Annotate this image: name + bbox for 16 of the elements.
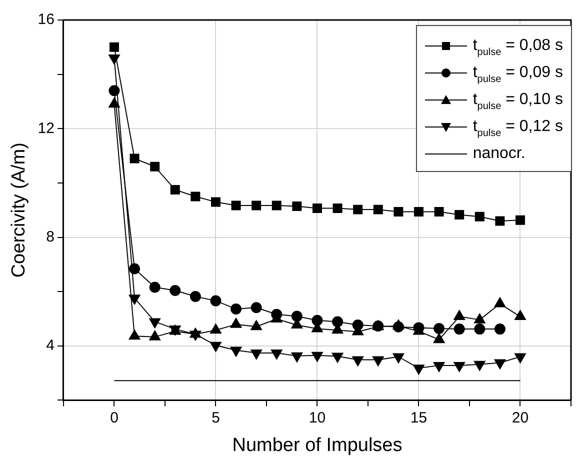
legend-label: t$_{pulse}$ = 0,08 s	[472, 36, 563, 59]
y-tick-label: 12	[38, 120, 54, 137]
x-tick-label: 0	[110, 409, 118, 426]
x-tick-label: 15	[410, 409, 428, 426]
y-tick-label: 16	[38, 11, 54, 28]
y-tick-label: 8	[46, 228, 54, 246]
legend-label: nanocr.	[472, 144, 526, 164]
x-tick-label: 10	[308, 409, 326, 426]
legend-label: t$_{pulse}$ = 0,10 s	[472, 90, 563, 113]
x-tick-label: 5	[212, 409, 220, 426]
y-tick-label: 4	[46, 337, 54, 354]
legend-label: t$_{pulse}$ = 0,12 s	[472, 117, 563, 140]
legend-label: t$_{pulse}$ = 0,09 s	[472, 63, 563, 86]
y-axis-title: Coercivity (A/m)	[8, 142, 30, 278]
x-tick-label: 20	[512, 409, 529, 426]
x-axis-title: Number of Impulses	[232, 434, 402, 456]
